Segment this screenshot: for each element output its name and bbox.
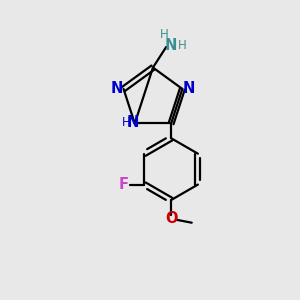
Text: H: H	[178, 39, 187, 52]
Text: O: O	[165, 211, 177, 226]
Text: N: N	[127, 115, 140, 130]
Text: N: N	[111, 81, 123, 96]
Text: H: H	[160, 28, 168, 41]
Text: F: F	[119, 177, 129, 192]
Text: N: N	[164, 38, 177, 53]
Text: N: N	[183, 81, 195, 96]
Text: H: H	[122, 116, 131, 128]
